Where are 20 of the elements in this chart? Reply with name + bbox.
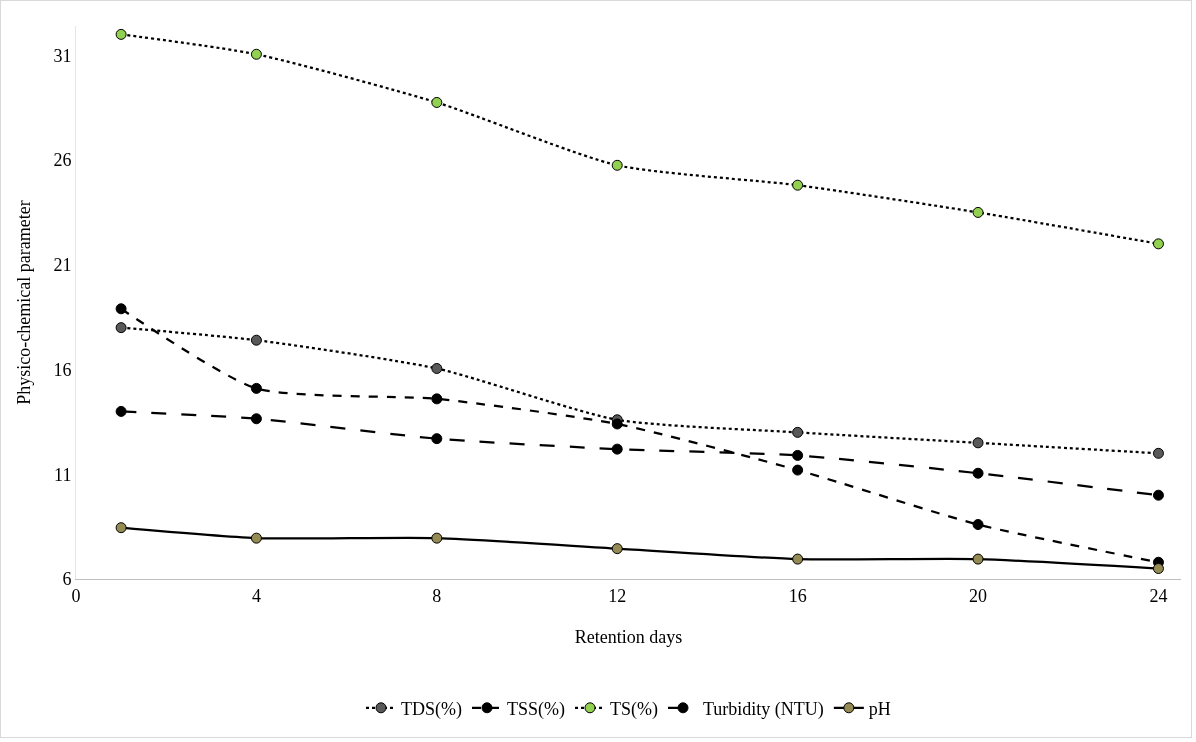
x-tick-label: 8: [432, 585, 442, 606]
y-tick-label: 21: [53, 255, 72, 276]
y-tick-label: 16: [53, 359, 72, 380]
x-tick-label: 4: [251, 585, 261, 606]
y-tick-label: 6: [62, 569, 72, 590]
legend-label: pH: [868, 698, 891, 719]
x-tick-label: 24: [1149, 585, 1168, 606]
y-tick-label: 31: [53, 45, 72, 66]
legend-label: TDS(%): [401, 698, 462, 720]
x-tick-label: 0: [71, 585, 81, 606]
y-axis-title: Physico-chemical parameter: [14, 200, 34, 405]
y-tick-label: 26: [53, 150, 72, 171]
legend-label: TS(%): [610, 698, 658, 720]
x-tick-label: 16: [788, 585, 807, 606]
x-tick-label: 12: [608, 585, 627, 606]
legend-label: Turbidity (NTU): [703, 698, 824, 720]
y-tick-label: 11: [54, 464, 72, 485]
x-axis-title: Retention days: [574, 627, 683, 647]
legend-label: TSS(%): [507, 698, 565, 720]
x-tick-label: 20: [969, 585, 988, 606]
